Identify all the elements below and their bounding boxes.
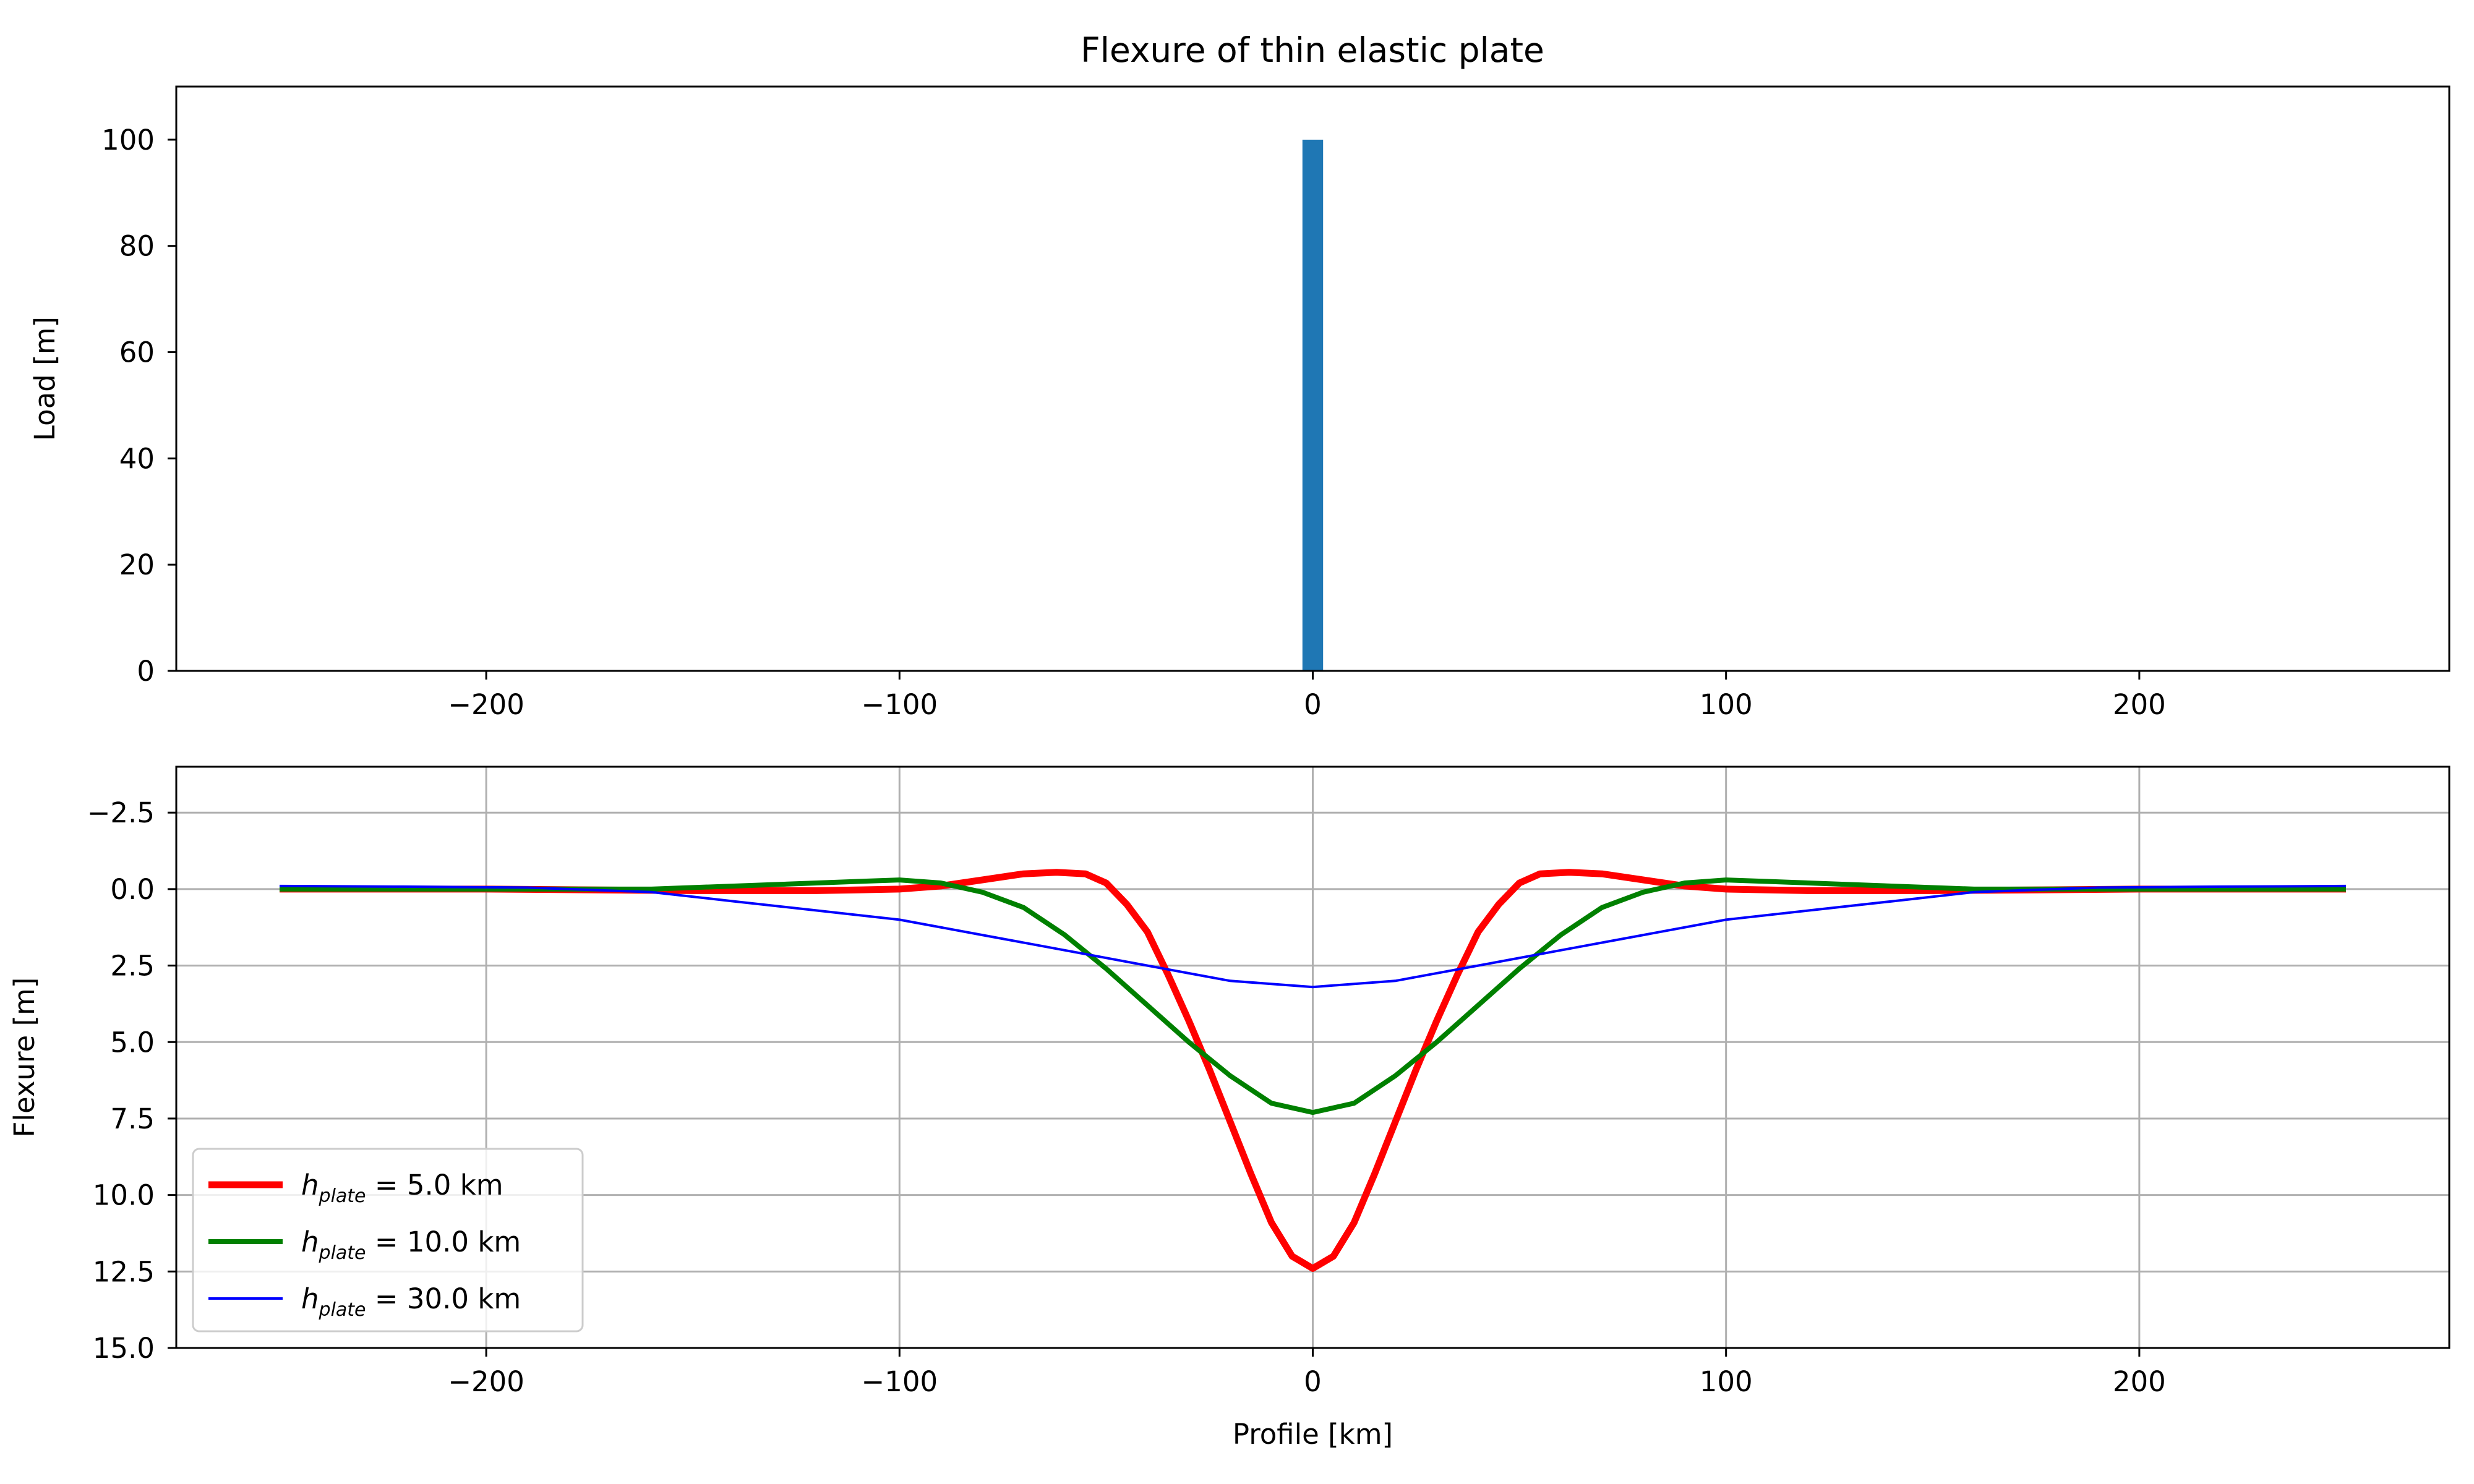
y-tick-label: 0 (137, 655, 155, 688)
x-tick-label: −200 (448, 1365, 524, 1398)
legend: hplate = 5.0 km hplate = 10.0 km hplate = … (192, 1148, 584, 1333)
y-tick-label: 40 (119, 442, 155, 475)
load-axes-frame (175, 85, 2450, 672)
legend-items: hplate = 5.0 km hplate = 10.0 km hplate = … (208, 1169, 521, 1321)
y-tick-label: 100 (101, 124, 155, 156)
flexure-series-line-0 (280, 869, 2346, 1272)
flexure-y-ticks: −2.5 0.0 2.5 5.0 7.5 10.0 12.5 15.0 (87, 796, 176, 1365)
y-tick-label: 7.5 (110, 1102, 155, 1135)
legend-box (192, 1148, 584, 1333)
load-y-axis-label: Load [m] (28, 317, 61, 441)
flexure-lines (279, 869, 2347, 1272)
x-tick-label: 100 (1700, 688, 1753, 721)
flexure-panel: −200 −100 0 100 200 −2.5 0.0 2.5 5.0 7.5 10.0 12.5… (8, 765, 2450, 1451)
x-tick-label: −100 (862, 1365, 938, 1398)
flexure-x-axis-label: Profile [km] (1233, 1418, 1393, 1451)
x-tick-label: 0 (1304, 688, 1322, 721)
legend-label: hplate = 30.0 km (301, 1282, 521, 1321)
x-tick-label: −100 (862, 688, 938, 721)
legend-label: hplate = 5.0 km (301, 1169, 503, 1207)
y-tick-label: 12.5 (93, 1255, 155, 1288)
flexure-x-ticks: −200 −100 0 100 200 (448, 1348, 2166, 1398)
chart-title: Flexure of thin elastic plate (1081, 30, 1544, 70)
load-y-ticks: 0 20 40 60 80 100 (101, 124, 176, 688)
flexure-series-line-1 (280, 877, 2346, 1115)
y-tick-label: −2.5 (87, 796, 155, 829)
y-tick-label: 10.0 (93, 1179, 155, 1212)
load-x-ticks: −200 −100 0 100 200 (448, 671, 2166, 721)
x-tick-label: 0 (1304, 1365, 1322, 1398)
y-tick-label: 2.5 (110, 950, 155, 983)
load-bars (1302, 139, 1324, 672)
y-tick-label: 20 (119, 548, 155, 581)
x-tick-label: 200 (2113, 688, 2166, 721)
y-tick-label: 5.0 (110, 1026, 155, 1059)
y-tick-label: 0.0 (110, 873, 155, 906)
y-tick-label: 80 (119, 230, 155, 263)
flexure-series-line-2 (279, 884, 2347, 989)
x-tick-label: 100 (1700, 1365, 1753, 1398)
load-bar (1302, 139, 1324, 672)
flexure-axes-frame (175, 765, 2450, 1349)
y-tick-label: 15.0 (93, 1332, 155, 1365)
load-panel: −200 −100 0 100 200 0 20 40 60 80 100 Load [m] (28, 85, 2450, 721)
x-tick-label: 200 (2113, 1365, 2166, 1398)
legend-label: hplate = 10.0 km (301, 1226, 521, 1264)
x-tick-label: −200 (448, 688, 524, 721)
y-tick-label: 60 (119, 336, 155, 369)
flexure-y-axis-label: Flexure [m] (8, 978, 41, 1138)
